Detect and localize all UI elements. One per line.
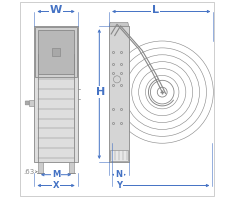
Text: M: M bbox=[52, 170, 60, 179]
Bar bbox=[38, 30, 74, 74]
Text: N: N bbox=[115, 170, 122, 179]
Text: Y: Y bbox=[116, 181, 122, 190]
Bar bbox=[29, 100, 34, 106]
Bar bbox=[109, 26, 129, 162]
Bar bbox=[34, 26, 78, 162]
Bar bbox=[69, 162, 74, 173]
Text: W: W bbox=[50, 5, 62, 14]
Bar bbox=[110, 150, 128, 161]
Text: .63: .63 bbox=[24, 169, 35, 175]
Text: X: X bbox=[53, 181, 59, 190]
FancyBboxPatch shape bbox=[25, 101, 29, 105]
Text: L: L bbox=[152, 5, 159, 14]
Bar bbox=[52, 48, 60, 56]
Text: H: H bbox=[96, 87, 105, 97]
Bar bbox=[38, 162, 43, 173]
Polygon shape bbox=[109, 22, 129, 26]
Bar bbox=[35, 27, 77, 77]
